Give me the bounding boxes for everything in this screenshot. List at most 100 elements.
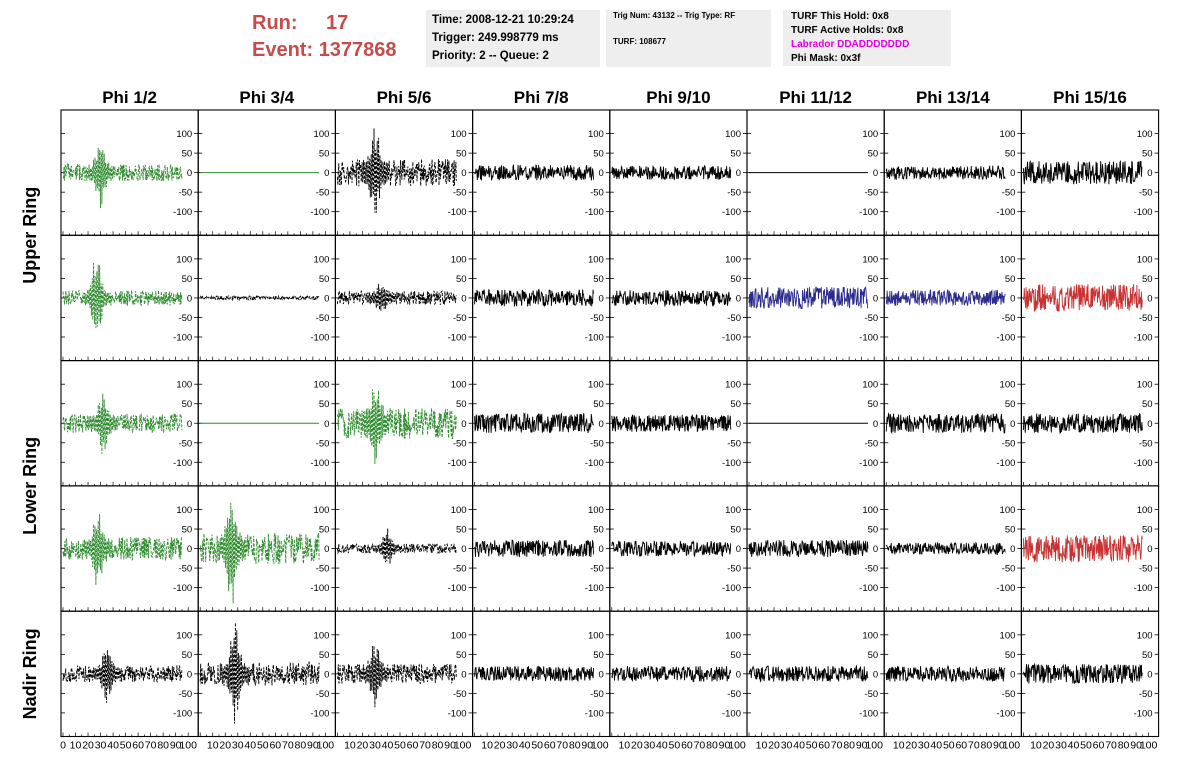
y-tick-label: -100 bbox=[1134, 458, 1153, 469]
x-tick-label: 100 bbox=[1003, 740, 1021, 752]
x-tick-label: 100 bbox=[317, 740, 335, 752]
waveform-trace bbox=[474, 539, 594, 558]
x-tick-label: 70 bbox=[419, 740, 431, 752]
y-tick-label: 50 bbox=[1142, 149, 1153, 160]
y-tick-label: 100 bbox=[314, 630, 330, 641]
x-tick-label: 60 bbox=[407, 740, 419, 752]
y-tick-label: -100 bbox=[996, 207, 1015, 218]
waveform-trace bbox=[62, 147, 183, 209]
waveform-trace bbox=[748, 539, 869, 558]
waveform-trace bbox=[62, 650, 183, 703]
y-tick-label: 100 bbox=[725, 630, 741, 641]
x-tick-label: 90 bbox=[993, 740, 1005, 752]
y-tick-label: 100 bbox=[314, 505, 330, 516]
x-tick-label: 70 bbox=[694, 740, 706, 752]
x-tick-label: 30 bbox=[95, 740, 107, 752]
y-tick-label: 0 bbox=[187, 669, 192, 680]
y-tick-label: 0 bbox=[1147, 168, 1152, 179]
y-tick-label: -50 bbox=[453, 689, 467, 700]
y-tick-label: -100 bbox=[859, 708, 878, 719]
x-tick-label: 100 bbox=[1140, 740, 1158, 752]
y-tick-label: -100 bbox=[722, 332, 741, 343]
y-tick-label: -100 bbox=[448, 332, 467, 343]
y-tick-label: 50 bbox=[1005, 274, 1016, 285]
y-tick-label: 0 bbox=[324, 419, 329, 430]
y-tick-label: -50 bbox=[1139, 438, 1153, 449]
x-tick-label: 80 bbox=[569, 740, 581, 752]
y-tick-label: 0 bbox=[1010, 293, 1015, 304]
turf-info-box: TURF This Hold: 0x8 TURF Active Holds: 0… bbox=[783, 10, 951, 66]
y-tick-label: 0 bbox=[599, 669, 604, 680]
x-tick-label: 90 bbox=[581, 740, 593, 752]
y-tick-label: 0 bbox=[461, 419, 466, 430]
y-tick-label: -50 bbox=[178, 689, 192, 700]
waveform-trace bbox=[336, 645, 457, 708]
y-tick-label: 100 bbox=[1137, 129, 1153, 140]
x-tick-label: 80 bbox=[981, 740, 993, 752]
y-tick-label: -50 bbox=[1139, 689, 1153, 700]
x-tick-label: 90 bbox=[719, 740, 731, 752]
y-tick-label: -50 bbox=[590, 313, 604, 324]
y-tick-label: -50 bbox=[453, 188, 467, 199]
x-tick-label: 60 bbox=[955, 740, 967, 752]
x-tick-label: 100 bbox=[728, 740, 746, 752]
y-tick-label: 50 bbox=[593, 399, 604, 410]
y-tick-label: 50 bbox=[1005, 525, 1016, 536]
ring-label: Upper Ring bbox=[20, 187, 40, 284]
x-tick-label: 80 bbox=[1118, 740, 1130, 752]
y-tick-label: 100 bbox=[451, 505, 467, 516]
y-tick-label: 100 bbox=[862, 630, 878, 641]
y-tick-label: 0 bbox=[736, 544, 741, 555]
y-tick-label: -100 bbox=[585, 583, 604, 594]
y-tick-label: 0 bbox=[599, 419, 604, 430]
x-tick-label: 90 bbox=[170, 740, 182, 752]
y-tick-label: 0 bbox=[461, 669, 466, 680]
ring-label: Lower Ring bbox=[20, 437, 40, 535]
x-tick-label: 80 bbox=[295, 740, 307, 752]
waveform-trace bbox=[199, 502, 320, 604]
y-tick-label: -100 bbox=[859, 458, 878, 469]
y-tick-label: -100 bbox=[1134, 708, 1153, 719]
y-tick-label: -100 bbox=[173, 207, 192, 218]
y-tick-label: -100 bbox=[173, 332, 192, 343]
y-tick-label: -100 bbox=[1134, 583, 1153, 594]
y-tick-label: 50 bbox=[730, 399, 741, 410]
y-tick-label: 100 bbox=[1137, 254, 1153, 265]
y-tick-label: 0 bbox=[1010, 168, 1015, 179]
y-tick-label: -100 bbox=[310, 207, 329, 218]
y-tick-label: 50 bbox=[456, 274, 467, 285]
y-tick-label: 50 bbox=[868, 650, 879, 661]
y-tick-label: 0 bbox=[873, 168, 878, 179]
y-tick-label: 50 bbox=[456, 525, 467, 536]
y-tick-label: 0 bbox=[599, 544, 604, 555]
x-tick-label: 20 bbox=[631, 740, 643, 752]
y-tick-label: -50 bbox=[590, 689, 604, 700]
y-tick-label: -50 bbox=[727, 689, 741, 700]
y-tick-label: 100 bbox=[862, 129, 878, 140]
y-tick-label: 100 bbox=[588, 630, 604, 641]
y-tick-label: 50 bbox=[456, 399, 467, 410]
y-tick-label: 100 bbox=[1137, 630, 1153, 641]
y-tick-label: -50 bbox=[316, 188, 330, 199]
x-tick-label: 60 bbox=[818, 740, 830, 752]
column-title: Phi 1/2 bbox=[102, 88, 157, 107]
x-tick-label: 10 bbox=[893, 740, 905, 752]
y-tick-label: -50 bbox=[1002, 438, 1016, 449]
y-tick-label: 0 bbox=[736, 669, 741, 680]
y-tick-label: 50 bbox=[868, 274, 879, 285]
y-tick-label: -50 bbox=[590, 564, 604, 575]
x-tick-label: 40 bbox=[107, 740, 119, 752]
waveform-trace bbox=[200, 294, 320, 302]
y-tick-label: 50 bbox=[730, 274, 741, 285]
x-tick-label: 80 bbox=[157, 740, 169, 752]
x-tick-label: 10 bbox=[70, 740, 82, 752]
y-tick-label: 50 bbox=[1142, 274, 1153, 285]
y-tick-label: 0 bbox=[736, 293, 741, 304]
waveform-trace bbox=[62, 514, 183, 585]
phi-mask-text: Phi Mask: 0x3f bbox=[791, 53, 861, 64]
y-tick-label: -50 bbox=[178, 438, 192, 449]
x-tick-label: 60 bbox=[132, 740, 144, 752]
y-tick-label: 0 bbox=[873, 293, 878, 304]
y-tick-label: -50 bbox=[316, 564, 330, 575]
y-tick-label: 50 bbox=[1142, 650, 1153, 661]
